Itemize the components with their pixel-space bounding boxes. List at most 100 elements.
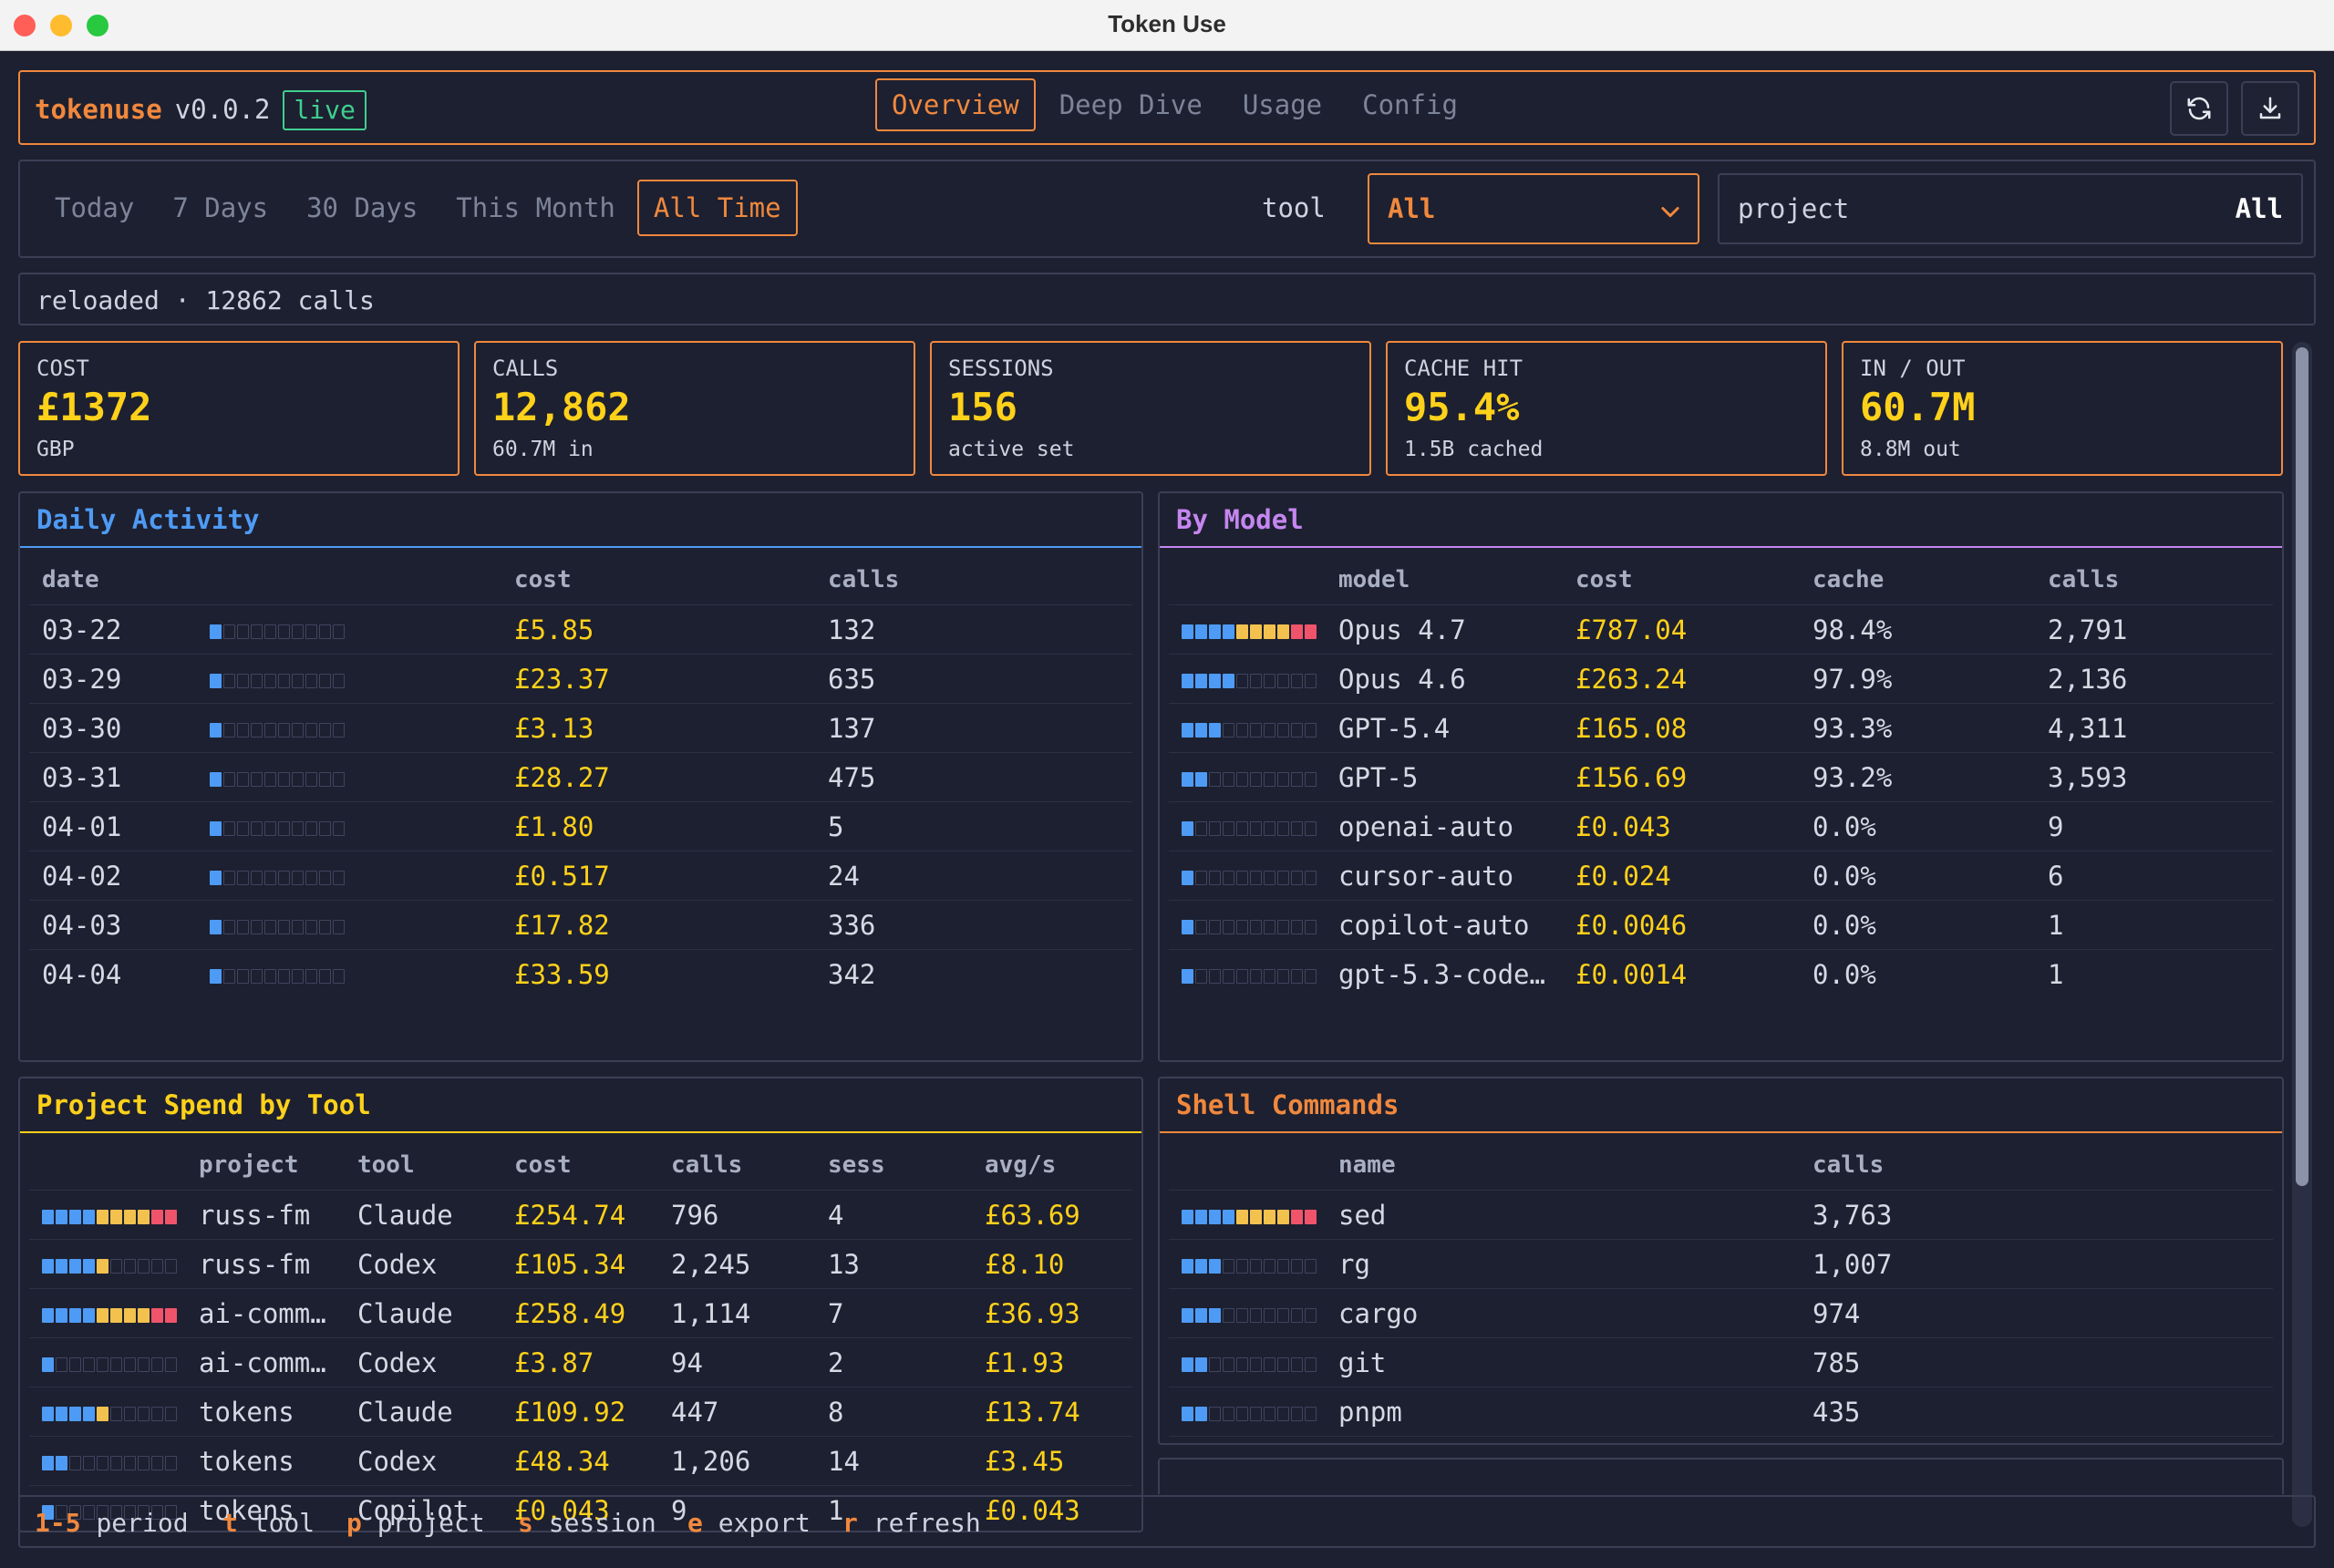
project-filter-label: project	[1738, 193, 1850, 224]
table-cell-tool: Claude	[357, 1397, 453, 1428]
table-row[interactable]: tokens Copilot £0.043 9 1 £0.043	[29, 1485, 1132, 1531]
table-row[interactable]: sed 3,763	[1169, 1190, 2273, 1239]
refresh-button[interactable]	[2170, 81, 2228, 136]
by-model-panel: By Model model cost cache calls Opus 4.7…	[1158, 491, 2284, 1062]
table-row[interactable]: 04-01 £1.80 5	[29, 801, 1132, 851]
keybind-period: 1-5 period	[35, 1508, 189, 1538]
table-row[interactable]: openai-auto £0.043 0.0% 9	[1169, 801, 2273, 851]
table-cell-calls: 94	[671, 1347, 703, 1378]
close-window-button[interactable]	[14, 15, 36, 36]
table-row[interactable]: git 785	[1169, 1337, 2273, 1387]
table-row[interactable]: GPT-5 £156.69 93.2% 3,593	[1169, 752, 2273, 801]
tool-filter-select[interactable]: All	[1368, 173, 1699, 244]
table-cell-sess: 7	[828, 1298, 844, 1329]
stat-value: 95.4%	[1404, 385, 1520, 429]
table-cell-cost: £165.08	[1575, 713, 1688, 744]
stat-card-calls: CALLS 12,862 60.7M in	[474, 341, 915, 476]
table-row[interactable]: nl371	[1169, 1436, 2273, 1443]
next-panel-peek	[1158, 1458, 2284, 1494]
tab-overview[interactable]: Overview	[875, 78, 1036, 131]
table-row[interactable]: russ-fm Codex £105.34 2,245 13 £8.10	[29, 1239, 1132, 1288]
scrollbar-thumb[interactable]	[2296, 347, 2308, 1186]
app-name: tokenuse	[35, 94, 162, 125]
period-today[interactable]: Today	[55, 192, 135, 223]
table-row[interactable]: rg 1,007	[1169, 1239, 2273, 1288]
header-bar: tokenuse v0.0.2 live Overview Deep Dive Us…	[18, 70, 2316, 145]
tab-usage[interactable]: Usage	[1242, 89, 1323, 120]
table-cell-cost: £109.92	[514, 1397, 626, 1428]
table-cell-calls: 2,136	[2048, 664, 2128, 695]
table-cell-model: GPT-5	[1338, 762, 1419, 793]
main-scrollbar[interactable]	[2292, 342, 2312, 1527]
period-all-time[interactable]: All Time	[636, 180, 798, 236]
table-cell-calls: 1,007	[1812, 1249, 1893, 1280]
table-row[interactable]: cargo 974	[1169, 1288, 2273, 1337]
table-cell-project: tokens	[199, 1397, 294, 1428]
table-row[interactable]: cursor-auto £0.024 0.0% 6	[1169, 851, 2273, 900]
table-cell-calls: 137	[828, 713, 876, 744]
table-cell-avg: £36.93	[985, 1298, 1080, 1329]
table-cell-name: sed	[1338, 1200, 1387, 1231]
table-cell-sess: 14	[828, 1446, 860, 1477]
period-7-days[interactable]: 7 Days	[172, 192, 269, 223]
column-header: project	[199, 1151, 299, 1179]
table-cell-model: GPT-5.4	[1338, 713, 1451, 744]
period-30-days[interactable]: 30 Days	[306, 192, 418, 223]
keybind-session: s session	[518, 1508, 656, 1538]
project-filter-select[interactable]: project All	[1718, 173, 2303, 244]
table-cell-cost: £105.34	[514, 1249, 626, 1280]
table-cell-tool: Codex	[357, 1446, 438, 1477]
usage-bar	[210, 674, 345, 688]
stat-label: COST	[36, 356, 89, 381]
window-titlebar: Token Use	[0, 0, 2334, 51]
table-row[interactable]: 03-22 £5.85 132	[29, 604, 1132, 654]
live-badge: live	[283, 90, 367, 130]
usage-bar	[210, 624, 345, 639]
usage-bar	[1182, 772, 1317, 787]
table-row[interactable]: russ-fm Claude £254.74 796 4 £63.69	[29, 1190, 1132, 1239]
table-row[interactable]: 03-31 £28.27 475	[29, 752, 1132, 801]
table-row[interactable]: pnpm 435	[1169, 1387, 2273, 1436]
stat-label: CALLS	[492, 356, 559, 381]
usage-bar	[1182, 624, 1317, 639]
table-cell-cost: £5.85	[514, 614, 594, 645]
table-cell-model: Opus 4.6	[1338, 664, 1466, 695]
table-row[interactable]: 04-02 £0.517 24	[29, 851, 1132, 900]
export-button[interactable]	[2241, 81, 2299, 136]
table-cell-project: russ-fm	[199, 1249, 311, 1280]
table-cell-calls: 2,791	[2048, 614, 2128, 645]
table-row[interactable]: Opus 4.7 £787.04 98.4% 2,791	[1169, 604, 2273, 654]
stat-label: CACHE HIT	[1404, 356, 1523, 381]
period-this-month[interactable]: This Month	[456, 192, 615, 223]
table-cell-cost: £17.82	[514, 910, 610, 941]
minimize-window-button[interactable]	[50, 15, 72, 36]
column-header: cost	[514, 1151, 572, 1179]
table-row[interactable]: Opus 4.6 £263.24 97.9% 2,136	[1169, 654, 2273, 703]
table-row[interactable]: ai-comm… Codex £3.87 94 2 £1.93	[29, 1337, 1132, 1387]
table-cell-calls: 785	[1812, 1347, 1861, 1378]
zoom-window-button[interactable]	[87, 15, 108, 36]
column-header: sess	[828, 1151, 885, 1179]
stat-value: 12,862	[492, 385, 631, 429]
table-row[interactable]: tokens Codex £48.34 1,206 14 £3.45	[29, 1436, 1132, 1485]
project-spend-panel: Project Spend by Tool project tool cost …	[18, 1077, 1143, 1532]
tab-config[interactable]: Config	[1362, 89, 1458, 120]
usage-bar	[210, 723, 345, 738]
table-cell-cost: £23.37	[514, 664, 610, 695]
table-row[interactable]: GPT-5.4 £165.08 93.3% 4,311	[1169, 703, 2273, 752]
table-row[interactable]: 03-30 £3.13 137	[29, 703, 1132, 752]
table-row[interactable]: ai-comm… Claude £258.49 1,114 7 £36.93	[29, 1288, 1132, 1337]
keybind-footer: 1-5 period t tool p project s session e …	[18, 1495, 2316, 1548]
table-cell-cost: £1.80	[514, 811, 594, 842]
table-row[interactable]: tokens Claude £109.92 447 8 £13.74	[29, 1387, 1132, 1436]
table-row[interactable]: 04-04 £33.59 342	[29, 949, 1132, 998]
table-row[interactable]: 04-03 £17.82 336	[29, 900, 1132, 949]
usage-bar	[210, 969, 345, 984]
table-cell-calls: 1	[2048, 959, 2064, 990]
table-cell-calls: 435	[1812, 1397, 1861, 1428]
refresh-icon	[2187, 97, 2211, 120]
tab-deep-dive[interactable]: Deep Dive	[1059, 89, 1203, 120]
table-row[interactable]: copilot-auto £0.0046 0.0% 1	[1169, 900, 2273, 949]
table-row[interactable]: 03-29 £23.37 635	[29, 654, 1132, 703]
table-row[interactable]: gpt-5.3-code… £0.0014 0.0% 1	[1169, 949, 2273, 998]
